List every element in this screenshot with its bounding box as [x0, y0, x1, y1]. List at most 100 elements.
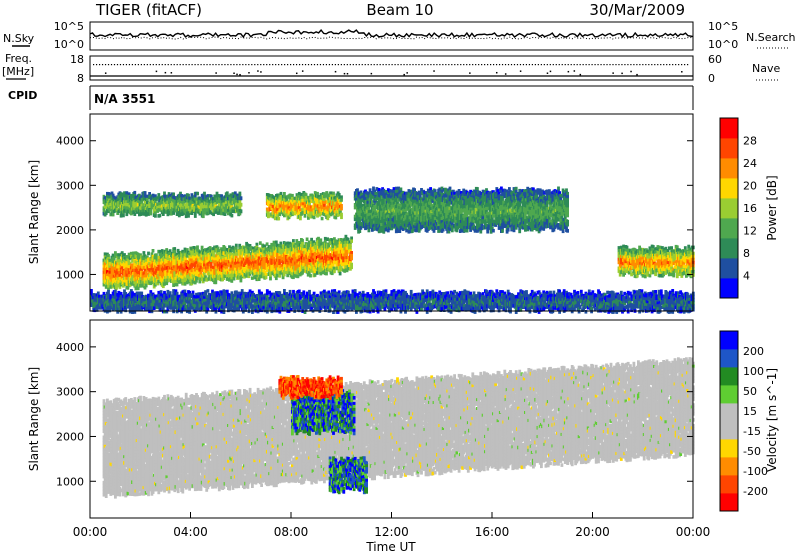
- freq-point: [386, 64, 387, 65]
- freq-point: [120, 64, 121, 65]
- freq-point: [380, 64, 381, 65]
- nave-label: Nave: [752, 62, 780, 75]
- nave-point: [612, 72, 614, 74]
- freq-point: [654, 64, 655, 65]
- heatmap-cell: [339, 272, 342, 276]
- freq-point: [606, 64, 607, 65]
- heatmap-cell: [194, 215, 197, 218]
- freq-point: [212, 64, 213, 65]
- nave-point: [248, 72, 250, 74]
- freq-point: [227, 64, 228, 65]
- freq-point: [221, 64, 222, 65]
- freq-point: [517, 64, 518, 65]
- freq-point: [248, 64, 249, 65]
- freq-point: [529, 64, 530, 65]
- freq-point: [180, 64, 181, 65]
- freq-point: [293, 64, 294, 65]
- heatmap-cell: [240, 196, 243, 200]
- freq-point: [526, 64, 527, 65]
- freq-point: [591, 64, 592, 65]
- heatmap-cell: [451, 229, 454, 233]
- freq-point: [117, 64, 118, 65]
- freq-point: [633, 64, 634, 65]
- freq-point: [236, 64, 237, 65]
- freq-point: [150, 64, 151, 65]
- freq-point: [344, 64, 345, 65]
- freq-point: [251, 64, 252, 65]
- heatmap-cell: [299, 217, 302, 220]
- heatmap-cell: [340, 207, 343, 211]
- freq-point: [206, 64, 207, 65]
- freq-point: [586, 64, 587, 65]
- freq-point: [257, 64, 258, 65]
- nave-point: [621, 73, 623, 75]
- nave-point: [296, 73, 298, 75]
- freq-point: [421, 64, 422, 65]
- freq-point: [636, 64, 637, 65]
- cpid-panel: CPID N/A 3551: [8, 86, 693, 110]
- nave-point: [257, 70, 259, 72]
- freq-point: [439, 64, 440, 65]
- freq-point: [415, 64, 416, 65]
- heatmap-cell: [486, 230, 489, 234]
- cpid-value: N/A 3551: [94, 92, 155, 106]
- heatmap-cell: [313, 216, 316, 220]
- freq-point: [481, 64, 482, 65]
- freq-point: [162, 64, 163, 65]
- freq-point: [553, 64, 554, 65]
- freq-point: [278, 64, 279, 65]
- nave-point: [550, 71, 552, 73]
- freq-point: [183, 64, 184, 65]
- heatmap-cell: [321, 217, 324, 221]
- freq-point: [594, 64, 595, 65]
- freq-point: [568, 64, 569, 65]
- heatmap-cell: [398, 230, 401, 234]
- freq-point: [430, 64, 431, 65]
- nave-point: [580, 74, 582, 76]
- freq-point: [317, 64, 318, 65]
- freq-point: [603, 64, 604, 65]
- freq-point: [138, 64, 139, 65]
- noise-right-tick-top: 10^5: [708, 20, 738, 33]
- heatmap-cell: [466, 229, 469, 233]
- freq-point: [329, 64, 330, 65]
- nave-point: [344, 73, 346, 75]
- freq-point: [666, 64, 667, 65]
- freq-point: [445, 64, 446, 65]
- freq-point: [177, 64, 178, 65]
- freq-point: [123, 64, 124, 65]
- freq-point: [532, 64, 533, 65]
- freq-point: [609, 64, 610, 65]
- freq-point: [129, 64, 130, 65]
- freq-point: [657, 64, 658, 65]
- freq-point: [565, 64, 566, 65]
- freq-point: [263, 64, 264, 65]
- freq-point: [627, 64, 628, 65]
- heatmap-cell: [265, 276, 268, 280]
- heatmap-cell: [350, 266, 353, 270]
- freq-point: [463, 64, 464, 65]
- plot-title: TIGER (fitACF): [95, 1, 202, 19]
- freq-label-line2: [MHz]: [2, 65, 34, 78]
- freq-point: [105, 64, 106, 65]
- freq-point: [475, 64, 476, 65]
- freq-point: [272, 64, 273, 65]
- freq-point: [559, 64, 560, 65]
- freq-point: [400, 64, 401, 65]
- heatmap-cell: [277, 217, 280, 221]
- nave-point: [156, 71, 158, 73]
- freq-point: [496, 64, 497, 65]
- nave-point: [260, 71, 262, 73]
- freq-point: [233, 64, 234, 65]
- freq-point: [314, 64, 315, 65]
- freq-point: [299, 64, 300, 65]
- freq-point: [406, 64, 407, 65]
- nave-point: [335, 71, 337, 73]
- freq-point: [281, 64, 282, 65]
- heatmap-cell: [316, 192, 319, 196]
- freq-point: [675, 64, 676, 65]
- freq-point: [433, 64, 434, 65]
- freq-point: [308, 64, 309, 65]
- freq-point: [490, 64, 491, 65]
